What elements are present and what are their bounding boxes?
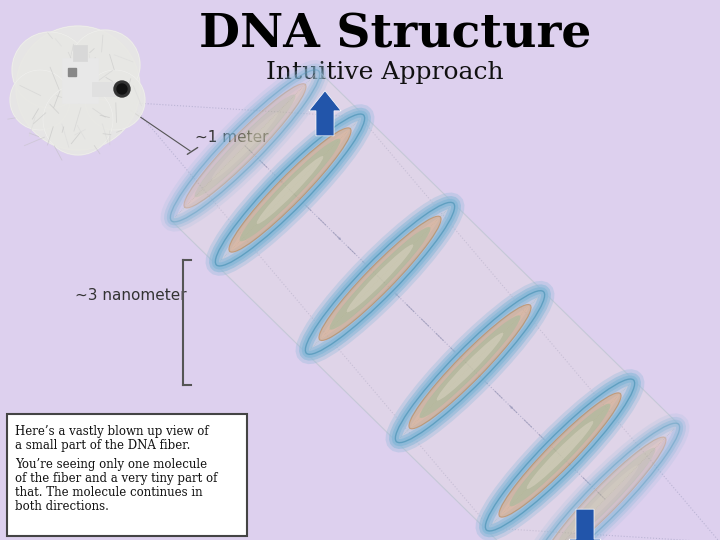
Ellipse shape bbox=[240, 139, 341, 241]
Circle shape bbox=[16, 26, 140, 150]
Ellipse shape bbox=[330, 227, 431, 330]
Ellipse shape bbox=[184, 84, 306, 208]
Ellipse shape bbox=[212, 112, 279, 180]
Ellipse shape bbox=[256, 156, 323, 224]
Ellipse shape bbox=[526, 421, 593, 489]
Circle shape bbox=[10, 70, 70, 130]
Ellipse shape bbox=[544, 437, 666, 540]
Circle shape bbox=[12, 32, 88, 108]
Circle shape bbox=[114, 81, 130, 97]
FancyArrow shape bbox=[569, 509, 601, 540]
Polygon shape bbox=[217, 115, 454, 353]
Polygon shape bbox=[487, 380, 678, 540]
Ellipse shape bbox=[194, 94, 295, 197]
Text: You’re seeing only one molecule: You’re seeing only one molecule bbox=[15, 458, 207, 471]
Text: Here’s a vastly blown up view of: Here’s a vastly blown up view of bbox=[15, 425, 209, 438]
Ellipse shape bbox=[409, 305, 531, 429]
Text: a small part of the DNA fiber.: a small part of the DNA fiber. bbox=[15, 439, 190, 452]
Circle shape bbox=[85, 70, 145, 130]
Text: of the fiber and a very tiny part of: of the fiber and a very tiny part of bbox=[15, 472, 217, 485]
Ellipse shape bbox=[229, 128, 351, 252]
Ellipse shape bbox=[319, 216, 441, 341]
Ellipse shape bbox=[499, 393, 621, 517]
FancyBboxPatch shape bbox=[7, 414, 247, 536]
Ellipse shape bbox=[420, 315, 521, 418]
Circle shape bbox=[43, 85, 113, 155]
Circle shape bbox=[70, 30, 140, 100]
Text: ~3 nanometer: ~3 nanometer bbox=[75, 287, 186, 302]
FancyArrow shape bbox=[309, 91, 341, 136]
Ellipse shape bbox=[554, 448, 655, 540]
Text: ~1 meter: ~1 meter bbox=[195, 131, 269, 145]
Text: Intuitive Approach: Intuitive Approach bbox=[266, 60, 504, 84]
Bar bbox=[62, 58, 98, 103]
Ellipse shape bbox=[572, 465, 639, 533]
Text: both directions.: both directions. bbox=[15, 500, 109, 513]
Polygon shape bbox=[307, 204, 544, 442]
Circle shape bbox=[117, 84, 127, 94]
Polygon shape bbox=[171, 71, 364, 265]
Text: that. The molecule continues in: that. The molecule continues in bbox=[15, 486, 202, 499]
Polygon shape bbox=[397, 292, 634, 530]
Ellipse shape bbox=[436, 333, 503, 401]
Ellipse shape bbox=[346, 245, 413, 312]
Text: DNA Structure: DNA Structure bbox=[199, 12, 591, 58]
Ellipse shape bbox=[510, 403, 611, 507]
Bar bbox=[92, 82, 124, 96]
Bar bbox=[73, 45, 87, 61]
Bar bbox=[68, 68, 76, 76]
